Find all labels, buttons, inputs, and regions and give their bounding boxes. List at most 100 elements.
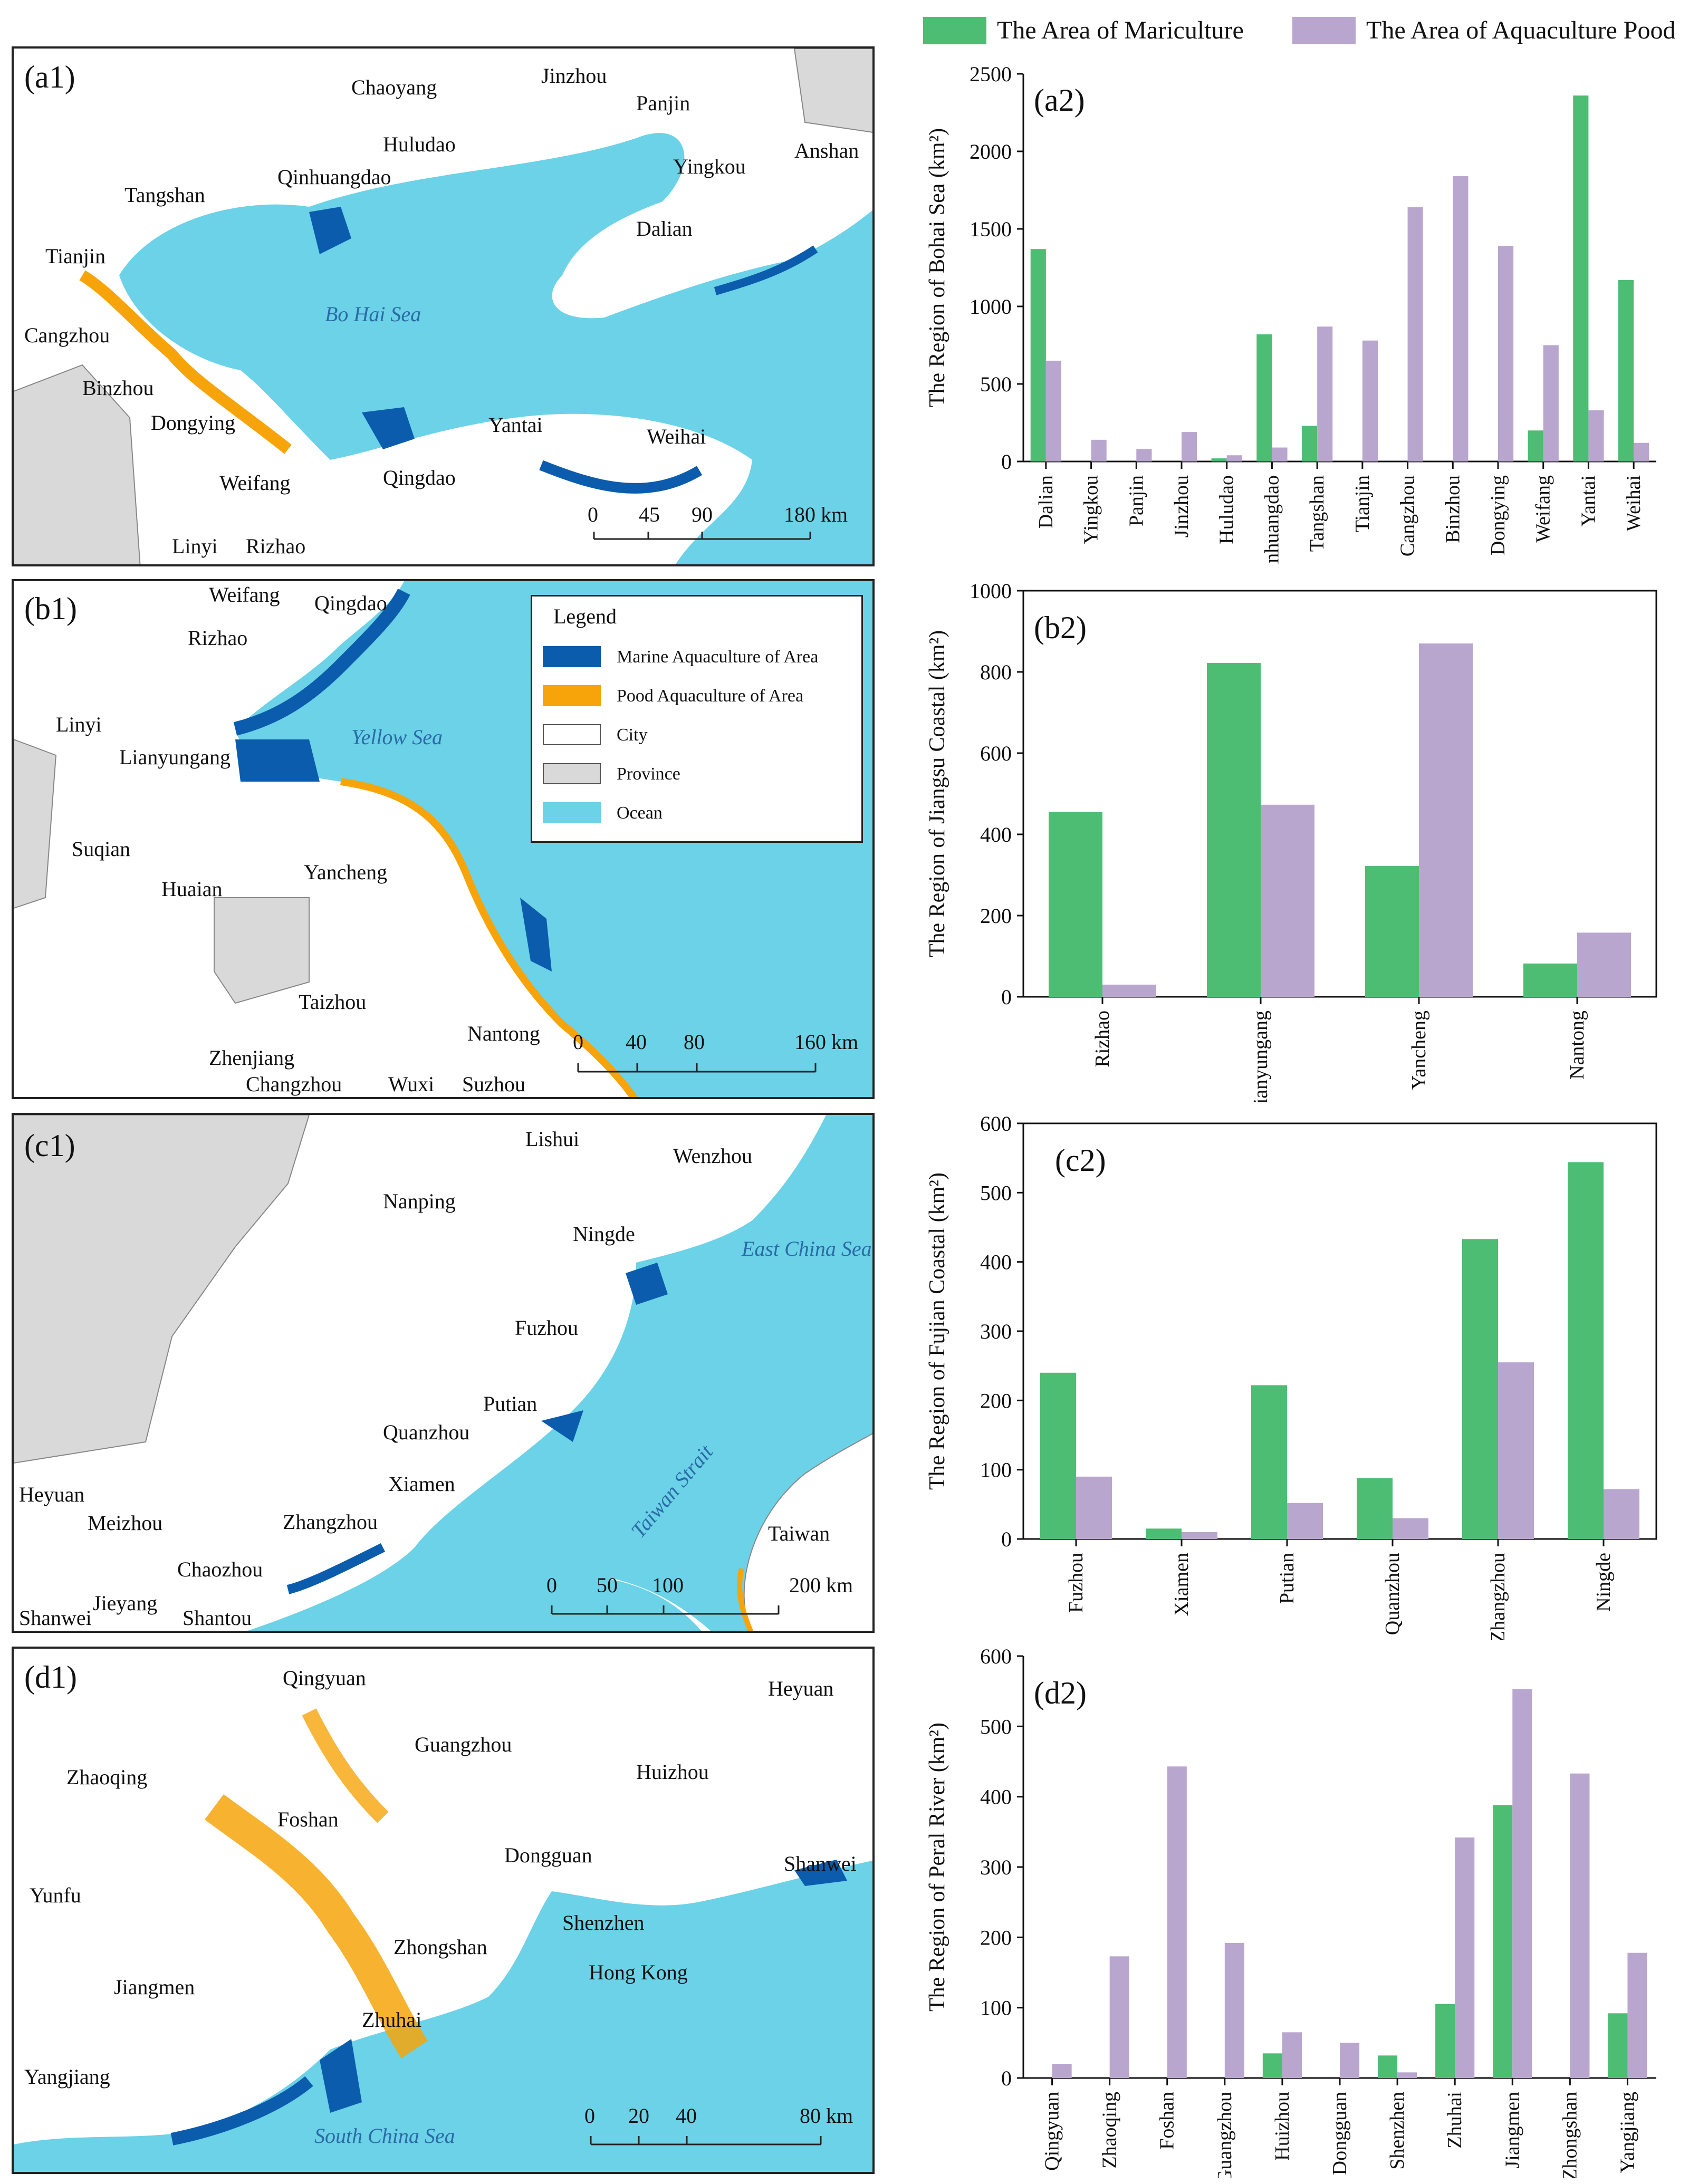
- y-tick-label: 200: [980, 1926, 1012, 1949]
- bar-mariculture: [1365, 866, 1419, 997]
- x-tick-label: Binzhou: [1442, 475, 1464, 543]
- bar-pond: [1109, 1956, 1129, 2078]
- y-tick-label: 0: [1001, 1527, 1012, 1551]
- y-axis-label: The Region of Jiangsu Coastal (km²): [925, 630, 949, 957]
- city-label: Tangshan: [124, 183, 205, 207]
- bar-pond: [1102, 984, 1156, 997]
- chart-c2-fujian: 0 100 200 300 400 500 600 The Region of Fujian …: [897, 1112, 1677, 1643]
- scale-bar: 0 40 80 160 km: [562, 1024, 858, 1082]
- province-b1: [14, 738, 57, 909]
- bar-pond: [1397, 2072, 1417, 2078]
- city-label: Lianyungang: [119, 745, 231, 769]
- city-label: Nanping: [383, 1189, 456, 1213]
- bar-mariculture: [1378, 2055, 1398, 2078]
- y-tick-label: 200: [980, 1389, 1012, 1412]
- bar-mariculture: [1573, 95, 1589, 461]
- sea-label-c1: East China Sea: [742, 1237, 872, 1261]
- bar-mariculture: [1462, 1239, 1498, 1539]
- x-tick-label: Foshan: [1156, 2092, 1178, 2150]
- bar-pond: [1317, 326, 1333, 461]
- y-tick-label: 300: [980, 1855, 1012, 1879]
- x-tick-label: Qinhuangdao: [1261, 475, 1283, 564]
- city-label: Huaian: [161, 877, 223, 901]
- city-label: Qingyuan: [283, 1666, 366, 1690]
- map-a1-shapes: [14, 49, 872, 564]
- city-label: Cangzhou: [24, 323, 110, 347]
- city-label: Dongguan: [504, 1843, 592, 1867]
- marine-area-d1b: [320, 2039, 362, 2113]
- bar-mariculture: [1493, 1805, 1513, 2078]
- city-label: Guangzhou: [415, 1733, 512, 1756]
- chart-panel-tag: (b2): [1034, 610, 1087, 645]
- sea-label-a1: Bo Hai Sea: [325, 302, 421, 326]
- bar-pond: [1167, 1766, 1187, 2078]
- map-b1-tag: (b1): [24, 591, 77, 626]
- y-tick-label: 600: [980, 1646, 1012, 1668]
- y-axis-label: The Region of Bohai Sea (km²): [925, 128, 949, 407]
- y-tick-label: 600: [980, 1113, 1012, 1136]
- ocean-d1: [14, 1860, 872, 2172]
- y-tick-label: 0: [1001, 450, 1012, 474]
- city-label: Putian: [483, 1392, 538, 1416]
- province-b1b: [214, 897, 310, 1004]
- chart-panel-tag: (a2): [1034, 83, 1085, 118]
- x-tick-label: Zhangzhou: [1487, 1553, 1509, 1640]
- city-label: Jinzhou: [541, 64, 607, 88]
- x-tick-label: Zhaoqing: [1099, 2092, 1121, 2169]
- map-d1-tag: (d1): [24, 1660, 77, 1695]
- map-c1-tag: (c1): [24, 1128, 75, 1163]
- city-label: Heyuan: [768, 1677, 834, 1700]
- scale-label: 80: [684, 1030, 705, 1054]
- map-legend-label: Province: [617, 764, 680, 784]
- bar-pond: [1512, 1689, 1532, 2078]
- x-tick-label: Jiangmen: [1501, 2092, 1523, 2169]
- scale-bar: 0 50 100 200 km: [541, 1572, 868, 1624]
- marine-area-d1: [170, 2076, 313, 2145]
- legend-swatch-ocean: [543, 802, 601, 823]
- bar-pond: [1076, 1476, 1112, 1539]
- bar-mariculture: [1211, 458, 1227, 461]
- marine-area-c1: [626, 1263, 668, 1305]
- chart-legend: The Area of Mariculture The Area of Aqua…: [918, 9, 1688, 52]
- map-legend-item: Pood Aquaculture of Area: [543, 683, 859, 709]
- scale-label: 45: [639, 503, 660, 526]
- legend-swatch-pond: [543, 685, 601, 706]
- scale-label: 160 km: [794, 1030, 859, 1054]
- y-tick-label: 500: [980, 1715, 1012, 1738]
- x-tick-label: Fuzhou: [1065, 1553, 1087, 1613]
- legend-swatch-marine: [543, 646, 601, 667]
- chart-b2-jiangsu: 0 200 400 600 800 1000 The Region of Jiangsu C…: [897, 579, 1677, 1117]
- city-label: Huizhou: [636, 1760, 709, 1784]
- y-tick-label: 100: [980, 1458, 1012, 1482]
- bar-pond: [1340, 2043, 1360, 2078]
- city-label: Shantou: [183, 1606, 252, 1630]
- city-label: Heyuan: [19, 1483, 85, 1506]
- chart-a2-svg: 0 500 1000 1500 2000 2500 The Region of Bohai …: [925, 62, 1656, 583]
- y-tick-label: 400: [980, 1250, 1012, 1274]
- bar-pond: [1136, 449, 1152, 461]
- scale-label: 90: [692, 503, 713, 526]
- scale-bar: 0 45 90 180 km: [583, 502, 858, 550]
- city-label: Zhenjiang: [209, 1046, 295, 1070]
- city-label: Yunfu: [30, 1883, 81, 1907]
- bar-pond: [1182, 1532, 1217, 1539]
- y-tick-label: 400: [980, 1785, 1012, 1809]
- province-a1: [793, 49, 872, 133]
- plot-frame: [1022, 590, 1657, 998]
- scale-label: 0: [546, 1573, 557, 1597]
- city-label: Jiangmen: [114, 1975, 195, 1999]
- bar-pond: [1282, 2032, 1302, 2078]
- city-label: Lishui: [525, 1127, 580, 1151]
- x-tick-label: Guangzhou: [1214, 2092, 1236, 2178]
- bar-pond: [1091, 439, 1107, 461]
- x-tick-label: Quanzhou: [1381, 1553, 1404, 1635]
- bar-pond: [1543, 345, 1559, 461]
- city-label: Qinhuangdao: [277, 165, 391, 189]
- y-tick-label: 0: [1001, 2066, 1012, 2090]
- chart-panel-tag: (c2): [1055, 1143, 1106, 1178]
- city-label: Fuzhou: [515, 1316, 578, 1340]
- x-tick-label: Weifang: [1532, 475, 1554, 543]
- city-label: Nantong: [467, 1022, 540, 1045]
- city-label: Suzhou: [462, 1072, 525, 1096]
- city-label: Suqian: [72, 837, 131, 861]
